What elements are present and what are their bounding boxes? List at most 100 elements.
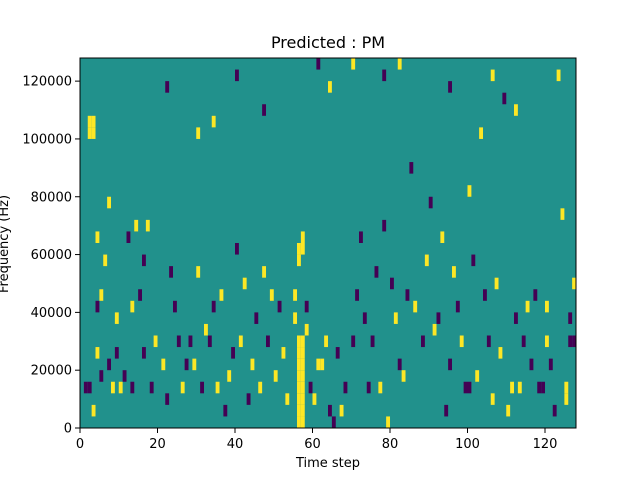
heatmap-cell-12 <box>103 254 108 267</box>
heatmap-cell-55 <box>258 381 263 394</box>
y-tick-label-6: 120000 <box>22 75 72 90</box>
heatmap-cell-59 <box>273 370 278 382</box>
heatmap-cell-51 <box>242 277 247 290</box>
x-tick-label-2: 40 <box>227 437 244 452</box>
x-tick-label-4: 80 <box>382 437 399 452</box>
heatmap-cell-120 <box>444 404 449 417</box>
heatmap-cell-75 <box>300 370 305 382</box>
heatmap-cell-155 <box>572 277 577 290</box>
heatmap-cell-160 <box>196 127 201 139</box>
heatmap-cell-90 <box>320 358 325 371</box>
heatmap-cell-79 <box>297 254 301 267</box>
heatmap-cell-122 <box>452 266 456 278</box>
heatmap-cell-31 <box>165 393 170 405</box>
heatmap-cell-2 <box>87 127 92 139</box>
heatmap-cell-11 <box>99 370 104 382</box>
heatmap-cell-70 <box>297 335 301 348</box>
heatmap-cell-143 <box>533 289 538 301</box>
heatmap-cell-134 <box>498 347 503 359</box>
heatmap-cell-142 <box>529 358 534 371</box>
heatmap-cell-84 <box>293 289 298 301</box>
heatmap-cell-147 <box>548 358 553 371</box>
heatmap-cell-24 <box>138 289 143 301</box>
heatmap-cell-159 <box>165 81 170 93</box>
heatmap-cell-95 <box>339 404 344 417</box>
heatmap-cell-149 <box>556 69 561 82</box>
heatmap-cell-82 <box>300 231 305 243</box>
heatmap-cell-41 <box>204 323 208 336</box>
heatmap-cell-33 <box>173 300 177 313</box>
heatmap-cell-151 <box>564 393 569 405</box>
heatmap-cell-76 <box>300 358 305 371</box>
heatmap-cell-119 <box>440 231 445 243</box>
heatmap-cell-162 <box>235 69 239 82</box>
heatmap-cell-152 <box>564 381 569 394</box>
heatmap-cell-18 <box>118 381 123 394</box>
heatmap-cell-157 <box>545 335 549 348</box>
heatmap-cell-30 <box>161 358 166 371</box>
heatmap-cell-131 <box>486 335 491 348</box>
heatmap-cell-154 <box>572 335 577 348</box>
heatmap-cell-50 <box>238 335 243 348</box>
y-tick-label-2: 40000 <box>31 306 72 321</box>
heatmap-cell-58 <box>269 289 274 301</box>
heatmap-cell-3 <box>91 127 96 139</box>
heatmap-cell-150 <box>560 208 565 220</box>
heatmap-cell-146 <box>545 300 549 313</box>
heatmap-cell-93 <box>331 416 336 428</box>
heatmap-cell-73 <box>300 393 305 405</box>
heatmap-cell-71 <box>300 416 305 428</box>
y-tick-label-5: 100000 <box>22 132 72 147</box>
heatmap-cell-124 <box>459 335 464 348</box>
heatmap-cell-83 <box>293 312 298 324</box>
heatmap-cell-163 <box>262 104 267 116</box>
heatmap-cell-117 <box>432 323 437 336</box>
heatmap-cell-1 <box>91 115 96 128</box>
heatmap-cell-8 <box>95 300 100 313</box>
heatmap-cell-99 <box>359 231 363 243</box>
x-tick-label-5: 100 <box>455 437 480 452</box>
heatmap-cell-52 <box>246 393 251 405</box>
heatmap-cell-72 <box>300 404 305 417</box>
x-tick-label-6: 120 <box>533 437 558 452</box>
heatmap-cell-97 <box>351 335 356 348</box>
heatmap-cell-127 <box>471 254 476 267</box>
heatmap-cell-88 <box>312 393 317 405</box>
heatmap-cell-78 <box>300 335 305 348</box>
heatmap-cell-56 <box>262 266 267 278</box>
plot-area <box>79 57 577 429</box>
y-tick-label-1: 20000 <box>31 364 72 379</box>
heatmap-cell-94 <box>335 347 340 359</box>
heatmap-cell-111 <box>405 289 410 301</box>
chart-title: Predicted : PM <box>271 33 385 52</box>
heatmap-cell-38 <box>192 358 197 371</box>
heatmap-cell-25 <box>142 254 146 267</box>
heatmap-cell-116 <box>428 196 433 209</box>
heatmap-cell-63 <box>297 416 301 428</box>
heatmap-cell-140 <box>521 335 526 348</box>
heatmap-cell-91 <box>324 335 329 348</box>
heatmap-cell-85 <box>304 323 309 336</box>
heatmap-cell-137 <box>510 381 515 394</box>
heatmap-cell-28 <box>149 381 154 394</box>
heatmap-cell-169 <box>448 81 453 93</box>
heatmap-cell-167 <box>382 69 387 82</box>
heatmap-cell-49 <box>235 243 239 255</box>
x-axis-label: Time step <box>295 456 360 471</box>
heatmap-cell-126 <box>467 381 472 394</box>
heatmap-cell-23 <box>134 219 139 232</box>
y-axis: 0 20000 40000 60000 80000 100000 120000 <box>22 75 80 437</box>
y-tick-label-3: 60000 <box>31 248 72 263</box>
heatmap-cell-98 <box>355 289 360 301</box>
heatmap-cell-36 <box>184 358 189 371</box>
heatmap-cell-86 <box>304 300 309 313</box>
heatmap-cell-66 <box>297 381 301 394</box>
heatmap-cell-96 <box>343 381 348 394</box>
heatmap-cell-74 <box>300 381 305 394</box>
x-tick-label-0: 0 <box>76 437 84 452</box>
heatmap-cell-161 <box>211 115 216 128</box>
heatmap-cell-6 <box>91 404 96 417</box>
heatmap-cell-4 <box>83 381 88 394</box>
heatmap-cell-35 <box>180 381 185 394</box>
heatmap-cell-107 <box>390 277 394 290</box>
